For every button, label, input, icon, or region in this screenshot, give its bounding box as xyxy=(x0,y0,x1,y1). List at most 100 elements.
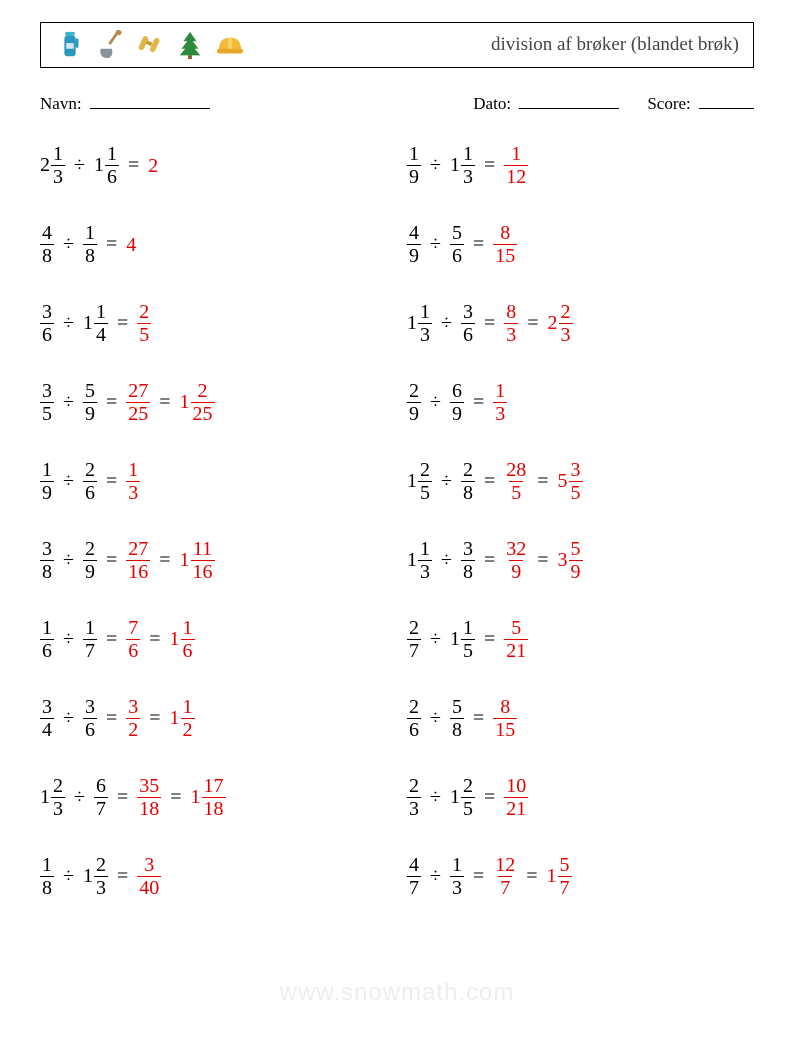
fraction: 3518 xyxy=(137,776,161,819)
operator: ÷ xyxy=(430,787,441,807)
mixed-number: 114 xyxy=(83,302,108,345)
fraction: 329 xyxy=(504,539,528,582)
mixed-number: 125 xyxy=(450,776,475,819)
score-blank[interactable] xyxy=(699,90,754,109)
score-field: Score: xyxy=(647,90,754,114)
mixed-number: 116 xyxy=(94,144,119,187)
fraction: 49 xyxy=(407,223,421,266)
fraction: 815 xyxy=(493,697,517,740)
answer: 76 xyxy=(126,618,140,661)
equals-sign: = xyxy=(117,866,128,886)
equals-sign: = xyxy=(106,550,117,570)
mixed-number: 113 xyxy=(407,539,432,582)
mixed-number: 113 xyxy=(407,302,432,345)
answer: 340 xyxy=(137,855,161,898)
fraction: 16 xyxy=(40,618,54,661)
operator: ÷ xyxy=(441,471,452,491)
problem-row: 26÷58=815 xyxy=(407,697,754,740)
answer: 116 xyxy=(170,618,195,661)
fraction: 16 xyxy=(181,618,195,661)
operator: ÷ xyxy=(430,155,441,175)
equals-sign: = xyxy=(106,392,117,412)
fraction: 18 xyxy=(83,223,97,266)
equals-sign: = xyxy=(128,155,139,175)
fraction: 2716 xyxy=(126,539,150,582)
fraction: 38 xyxy=(461,539,475,582)
fraction: 83 xyxy=(504,302,518,345)
fraction: 12 xyxy=(181,697,195,740)
equals-sign: = xyxy=(484,629,495,649)
answer: 2725 xyxy=(126,381,150,424)
equals-sign: = xyxy=(526,866,537,886)
problem-row: 27÷115=521 xyxy=(407,618,754,661)
fraction: 36 xyxy=(83,697,97,740)
equals-sign: = xyxy=(106,629,117,649)
fraction: 35 xyxy=(569,460,583,503)
answer: 2716 xyxy=(126,539,150,582)
fraction: 127 xyxy=(493,855,517,898)
mixed-number: 113 xyxy=(450,144,475,187)
fraction: 47 xyxy=(407,855,421,898)
fraction: 59 xyxy=(83,381,97,424)
worksheet-title: division af brøker (blandet brøk) xyxy=(491,34,739,56)
operator: ÷ xyxy=(441,313,452,333)
fraction: 29 xyxy=(83,539,97,582)
fraction: 521 xyxy=(504,618,528,661)
answer: 3518 xyxy=(137,776,161,819)
answer: 13 xyxy=(126,460,140,503)
operator: ÷ xyxy=(430,708,441,728)
mixed-number: 125 xyxy=(407,460,432,503)
mixed-number: 112 xyxy=(170,697,195,740)
fraction: 1116 xyxy=(191,539,215,582)
mixed-number: 157 xyxy=(547,855,572,898)
operator: ÷ xyxy=(430,629,441,649)
fraction: 16 xyxy=(105,144,119,187)
operator: ÷ xyxy=(63,629,74,649)
answer: 815 xyxy=(493,223,517,266)
equals-sign: = xyxy=(170,787,181,807)
equals-sign: = xyxy=(117,313,128,333)
fraction: 32 xyxy=(126,697,140,740)
fraction: 36 xyxy=(461,302,475,345)
mixed-number: 11718 xyxy=(191,776,226,819)
fraction: 13 xyxy=(126,460,140,503)
mixed-number: 115 xyxy=(450,618,475,661)
equals-sign: = xyxy=(473,234,484,254)
problem-row: 213÷116=2 xyxy=(40,144,387,187)
equals-sign: = xyxy=(527,313,538,333)
equals-sign: = xyxy=(149,629,160,649)
operator: ÷ xyxy=(430,234,441,254)
fraction: 23 xyxy=(94,855,108,898)
name-blank[interactable] xyxy=(90,90,210,109)
mixed-number: 116 xyxy=(170,618,195,661)
name-label: Navn: xyxy=(40,94,82,113)
problem-row: 49÷56=815 xyxy=(407,223,754,266)
equals-sign: = xyxy=(473,866,484,886)
fraction: 59 xyxy=(569,539,583,582)
fraction: 26 xyxy=(83,460,97,503)
answer: 112 xyxy=(170,697,195,740)
problem-row: 18÷123=340 xyxy=(40,855,387,898)
date-blank[interactable] xyxy=(519,90,619,109)
answer: 157 xyxy=(547,855,572,898)
fraction: 285 xyxy=(504,460,528,503)
problem-row: 36÷114=25 xyxy=(40,302,387,345)
fraction: 13 xyxy=(418,302,432,345)
mixed-number: 535 xyxy=(558,460,583,503)
mixed-number: 123 xyxy=(83,855,108,898)
answer: 329 xyxy=(504,539,528,582)
answer: 25 xyxy=(137,302,151,345)
fraction: 815 xyxy=(493,223,517,266)
equals-sign: = xyxy=(484,550,495,570)
equals-sign: = xyxy=(149,708,160,728)
fraction: 19 xyxy=(407,144,421,187)
problem-row: 35÷59=2725=1225 xyxy=(40,381,387,424)
answer: 223 xyxy=(548,302,573,345)
name-field: Navn: xyxy=(40,90,210,114)
answer: 112 xyxy=(504,144,528,187)
header-icons xyxy=(55,30,245,60)
fraction: 23 xyxy=(407,776,421,819)
fraction: 69 xyxy=(450,381,464,424)
problem-row: 48÷18=4 xyxy=(40,223,387,266)
operator: ÷ xyxy=(74,155,85,175)
